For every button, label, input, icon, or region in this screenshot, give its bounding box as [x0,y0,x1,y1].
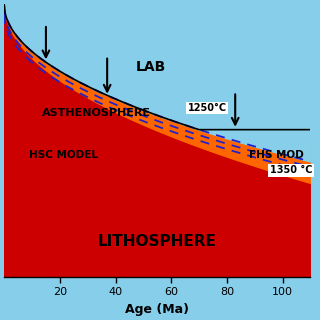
Text: ASTHENOSPHERE: ASTHENOSPHERE [42,108,150,118]
Text: LITHOSPHERE: LITHOSPHERE [98,234,217,249]
Text: 1350 °C: 1350 °C [270,165,312,175]
Text: LAB: LAB [136,60,166,74]
Text: 1250°C: 1250°C [188,103,227,113]
X-axis label: Age (Ma): Age (Ma) [125,303,189,316]
Text: HSC MODEL: HSC MODEL [29,150,98,160]
Text: FHS MOD: FHS MOD [249,150,304,160]
